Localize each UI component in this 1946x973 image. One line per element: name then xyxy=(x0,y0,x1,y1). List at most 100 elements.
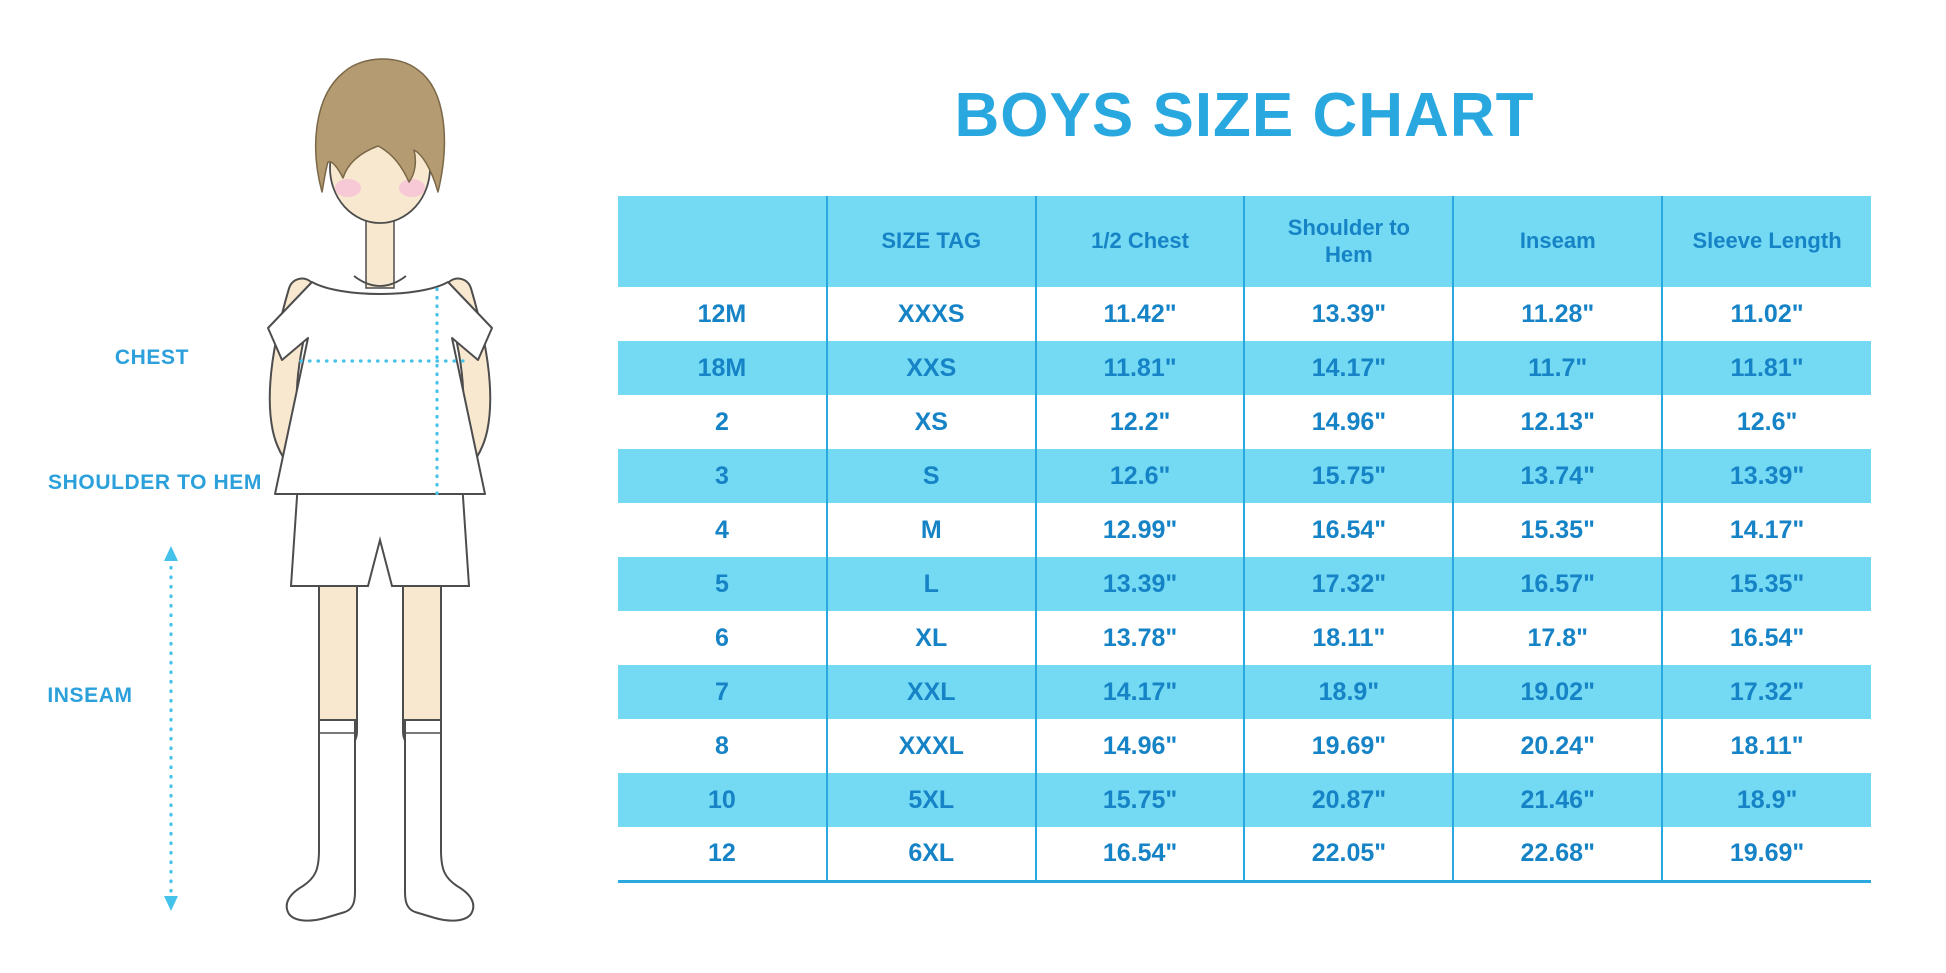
measurement-cell: 16.57" xyxy=(1453,557,1664,611)
column-header: Shoulder to Hem xyxy=(1244,196,1455,287)
measurement-cell: 12.6" xyxy=(1035,449,1246,503)
size-table-header-row: SIZE TAG 1/2 Chest Shoulder to Hem Inseam Sl… xyxy=(618,196,1871,287)
measurement-cell: XXXS xyxy=(826,287,1037,341)
column-header: SIZE TAG xyxy=(826,196,1037,287)
shirt-shape xyxy=(267,281,493,495)
measurement-cell: 14.17" xyxy=(1662,503,1871,557)
shoulder-to-hem-label: SHOULDER TO HEM xyxy=(48,471,262,494)
measurement-cell: 12.2" xyxy=(1035,395,1246,449)
measurement-cell: 11.28" xyxy=(1453,287,1664,341)
column-header: 1/2 Chest xyxy=(1035,196,1246,287)
measurement-cell: 13.39" xyxy=(1244,287,1455,341)
size-table-head: SIZE TAG 1/2 Chest Shoulder to Hem Inseam Sl… xyxy=(618,196,1871,287)
size-cell: 18M xyxy=(618,341,828,395)
size-cell: 2 xyxy=(618,395,828,449)
hair-shape xyxy=(314,58,446,193)
chest-label: CHEST xyxy=(114,346,190,369)
measurement-cell: 5XL xyxy=(826,773,1037,827)
measurement-cell: XXS xyxy=(826,341,1037,395)
size-cell: 6 xyxy=(618,611,828,665)
measurement-cell: 18.9" xyxy=(1244,665,1455,719)
measurement-cell: 11.81" xyxy=(1035,341,1246,395)
size-column-header xyxy=(618,196,828,287)
column-header: Sleeve Length xyxy=(1662,196,1871,287)
neck-shape xyxy=(365,219,395,289)
measurement-cell: 13.74" xyxy=(1453,449,1664,503)
size-cell: 3 xyxy=(618,449,828,503)
measurement-cell: 16.54" xyxy=(1035,827,1246,881)
table-row: 7 XXL 14.17" 18.9" 19.02" 17.32" xyxy=(618,665,1871,719)
measurement-cell: 12.6" xyxy=(1662,395,1871,449)
table-row: 18M XXS 11.81" 14.17" 11.7" 11.81" xyxy=(618,341,1871,395)
measurement-cell: 15.35" xyxy=(1453,503,1664,557)
measurement-cell: 16.54" xyxy=(1244,503,1455,557)
measurement-cell: 18.11" xyxy=(1662,719,1871,773)
measurement-cell: 22.68" xyxy=(1453,827,1664,881)
inseam-label: INSEAM xyxy=(47,684,133,707)
size-cell: 12 xyxy=(618,827,828,881)
measurement-cell: 12.13" xyxy=(1453,395,1664,449)
measurement-cell: 19.02" xyxy=(1453,665,1664,719)
measurement-cell: XXL xyxy=(826,665,1037,719)
measurement-cell: XL xyxy=(826,611,1037,665)
measurement-cell: 17.32" xyxy=(1244,557,1455,611)
left-cheek-blush xyxy=(335,179,361,197)
table-row: 12 6XL 16.54" 22.05" 22.68" 19.69" xyxy=(618,827,1871,881)
measurement-cell: 17.8" xyxy=(1453,611,1664,665)
measurement-cell: 19.69" xyxy=(1662,827,1871,881)
measurement-cell: 22.05" xyxy=(1244,827,1455,881)
measurement-cell: 15.35" xyxy=(1662,557,1871,611)
table-row: 8 XXXL 14.96" 19.69" 20.24" 18.11" xyxy=(618,719,1871,773)
measurement-cell: 20.24" xyxy=(1453,719,1664,773)
measurement-cell: 13.39" xyxy=(1035,557,1246,611)
table-row: 6 XL 13.78" 18.11" 17.8" 16.54" xyxy=(618,611,1871,665)
size-cell: 4 xyxy=(618,503,828,557)
measurement-cell: 11.42" xyxy=(1035,287,1246,341)
measurement-cell: 16.54" xyxy=(1662,611,1871,665)
size-cell: 5 xyxy=(618,557,828,611)
table-row: 4 M 12.99" 16.54" 15.35" 14.17" xyxy=(618,503,1871,557)
measurement-cell: 20.87" xyxy=(1244,773,1455,827)
measurement-cell: L xyxy=(826,557,1037,611)
measurement-cell: 12.99" xyxy=(1035,503,1246,557)
measurement-cell: 14.96" xyxy=(1244,395,1455,449)
measurement-cell: 15.75" xyxy=(1035,773,1246,827)
measurement-cell: 15.75" xyxy=(1244,449,1455,503)
legs-shape xyxy=(318,555,442,752)
inseam-measure-line xyxy=(164,546,178,911)
column-header: Inseam xyxy=(1453,196,1664,287)
measurement-cell: XS xyxy=(826,395,1037,449)
size-table-body: 12M XXXS 11.42" 13.39" 11.28" 11.02" 18M XXS 11.… xyxy=(618,287,1871,881)
table-row: 2 XS 12.2" 14.96" 12.13" 12.6" xyxy=(618,395,1871,449)
size-cell: 8 xyxy=(618,719,828,773)
measurement-cell: S xyxy=(826,449,1037,503)
boy-figure: CHEST SHOULDER TO HEM INSEAM xyxy=(0,0,610,973)
measurement-cell: 19.69" xyxy=(1244,719,1455,773)
measurement-cell: XXXL xyxy=(826,719,1037,773)
table-row: 3 S 12.6" 15.75" 13.74" 13.39" xyxy=(618,449,1871,503)
measurement-cell: 13.39" xyxy=(1662,449,1871,503)
table-row: 12M XXXS 11.42" 13.39" 11.28" 11.02" xyxy=(618,287,1871,341)
collar-line xyxy=(353,275,407,287)
socks-shape xyxy=(285,719,475,922)
table-row: 5 L 13.39" 17.32" 16.57" 15.35" xyxy=(618,557,1871,611)
boy-illustration xyxy=(164,58,493,922)
size-table: SIZE TAG 1/2 Chest Shoulder to Hem Inseam Sl… xyxy=(618,196,1871,883)
measurement-cell: 14.17" xyxy=(1244,341,1455,395)
measurement-cell: 17.32" xyxy=(1662,665,1871,719)
table-row: 10 5XL 15.75" 20.87" 21.46" 18.9" xyxy=(618,773,1871,827)
measurement-cell: 21.46" xyxy=(1453,773,1664,827)
measurement-cell: 11.7" xyxy=(1453,341,1664,395)
measurement-cell: 11.81" xyxy=(1662,341,1871,395)
page-title: BOYS SIZE CHART xyxy=(954,80,1535,150)
measurement-cell: 6XL xyxy=(826,827,1037,881)
measurement-cell: M xyxy=(826,503,1037,557)
size-cell: 12M xyxy=(618,287,828,341)
shorts-shape xyxy=(289,481,471,587)
right-cheek-blush xyxy=(399,179,425,197)
size-cell: 10 xyxy=(618,773,828,827)
measurement-cell: 18.11" xyxy=(1244,611,1455,665)
size-cell: 7 xyxy=(618,665,828,719)
measurement-cell: 18.9" xyxy=(1662,773,1871,827)
